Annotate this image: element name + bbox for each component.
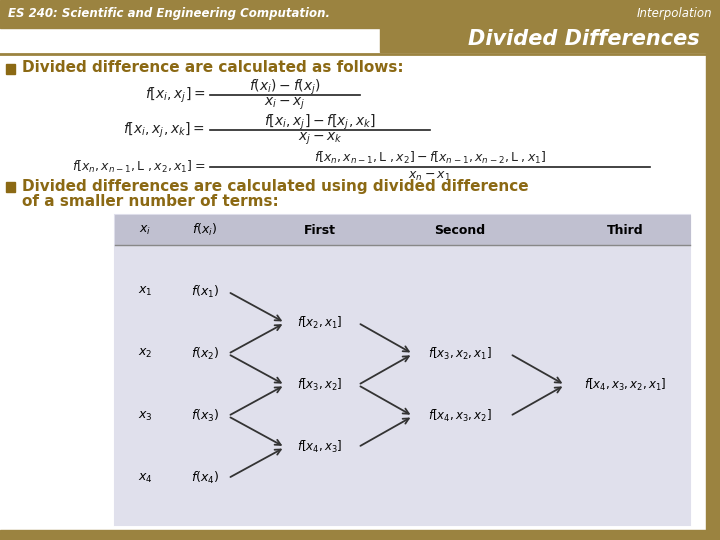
Text: $x_j - x_k$: $x_j - x_k$ [297,131,343,147]
Text: $f[x_3, x_2]$: $f[x_3, x_2]$ [297,377,343,393]
Text: $x_1$: $x_1$ [138,285,152,298]
Bar [0,530,720,540]
Text: $f\left[x_i, x_j\right] =$: $f\left[x_i, x_j\right] =$ [145,85,205,105]
Text: $f\left[x_i, x_j, x_k\right] =$: $f\left[x_i, x_j, x_k\right] =$ [123,120,205,140]
Text: $f\left[x_n, x_{n-1}, \mathrm{L}\;, x_2\right] - f\left[x_{n-1}, x_{n-2}, \mathr: $f\left[x_n, x_{n-1}, \mathrm{L}\;, x_2\… [314,150,546,166]
Text: $f(x_1)$: $f(x_1)$ [191,284,219,300]
Text: $f[x_2, x_1]$: $f[x_2, x_1]$ [297,315,343,331]
Text: $f\left[x_i, x_j\right] - f\left[x_j, x_k\right]$: $f\left[x_i, x_j\right] - f\left[x_j, x_… [264,112,376,132]
Text: $x_3$: $x_3$ [138,409,153,423]
Bar [380,26,706,52]
Text: Divided difference are calculated as follows:: Divided difference are calculated as fol… [22,60,404,76]
Text: $f(x_4)$: $f(x_4)$ [191,470,219,487]
Text: $x_n - x_1$: $x_n - x_1$ [408,170,451,183]
Bar [6,64,15,74]
Text: Second: Second [434,224,485,237]
Text: ES 240: Scientific and Engineering Computation.: ES 240: Scientific and Engineering Compu… [8,8,330,21]
Text: $f(x_2)$: $f(x_2)$ [191,346,219,362]
Text: $f[x_4, x_3, x_2]$: $f[x_4, x_3, x_2]$ [428,408,492,424]
Bar [0,0,720,28]
Text: $f(x_i)$: $f(x_i)$ [192,222,217,238]
Text: $x_i - x_j$: $x_i - x_j$ [264,96,306,112]
Text: Interpolation: Interpolation [636,8,712,21]
Text: Divided differences are calculated using divided difference: Divided differences are calculated using… [22,179,528,193]
Text: $x_4$: $x_4$ [138,472,153,485]
Text: Third: Third [607,224,643,237]
Bar [115,215,690,245]
Text: of a smaller number of terms:: of a smaller number of terms: [22,193,279,208]
Text: $x_2$: $x_2$ [138,347,152,360]
Text: $f[x_4, x_3, x_2, x_1]$: $f[x_4, x_3, x_2, x_1]$ [584,377,666,393]
Bar [115,215,690,525]
Bar [706,28,720,530]
Text: $f\left[x_n, x_{n-1}, \mathrm{L}\;, x_2, x_1\right] =$: $f\left[x_n, x_{n-1}, \mathrm{L}\;, x_2,… [72,159,205,175]
Text: Divided Differences: Divided Differences [469,29,700,49]
Text: $f[x_3, x_2, x_1]$: $f[x_3, x_2, x_1]$ [428,346,492,362]
Text: $f(x_i) - f(x_j)$: $f(x_i) - f(x_j)$ [249,77,321,97]
Text: First: First [304,224,336,237]
Text: $f(x_3)$: $f(x_3)$ [191,408,219,424]
Text: $x_i$: $x_i$ [139,224,151,237]
Bar [6,182,15,192]
Text: $f[x_4, x_3]$: $f[x_4, x_3]$ [297,439,343,455]
